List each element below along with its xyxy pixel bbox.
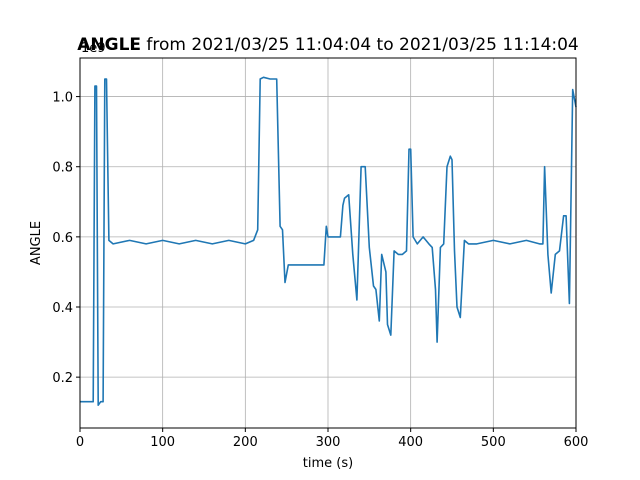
x-tick-label: 0	[76, 435, 84, 450]
y-tick-labels: 0.2 0.4 0.6 0.8 1.0	[52, 91, 73, 387]
grid-lines	[79, 58, 577, 428]
y-tick-label: 0.2	[52, 371, 73, 386]
x-tick-label: 200	[233, 435, 258, 450]
x-axis-label: time (s)	[303, 456, 353, 471]
axis-ticks	[76, 96, 577, 432]
x-tick-label: 400	[398, 435, 423, 450]
y-tick-label: 0.4	[52, 301, 73, 316]
chart-title-bold: ANGLE	[77, 35, 141, 55]
chart-title: ANGLE from 2021/03/25 11:04:04 to 2021/0…	[77, 35, 579, 55]
y-tick-label: 0.6	[52, 231, 73, 246]
x-tick-label: 500	[481, 435, 506, 450]
y-offset-label: 1e9	[81, 41, 106, 56]
y-tick-label: 1.0	[52, 91, 73, 106]
x-tick-label: 600	[564, 435, 589, 450]
y-axis-label: ANGLE	[29, 221, 44, 265]
y-tick-label: 0.8	[52, 161, 73, 176]
x-tick-label: 300	[316, 435, 341, 450]
x-tick-labels: 0 100 200 300 400 500 600	[76, 435, 589, 450]
x-tick-label: 100	[150, 435, 175, 450]
chart-title-rest: from 2021/03/25 11:04:04 to 2021/03/25 1…	[141, 35, 579, 55]
plot-frame	[79, 57, 577, 429]
angle-series-line	[80, 76, 577, 407]
